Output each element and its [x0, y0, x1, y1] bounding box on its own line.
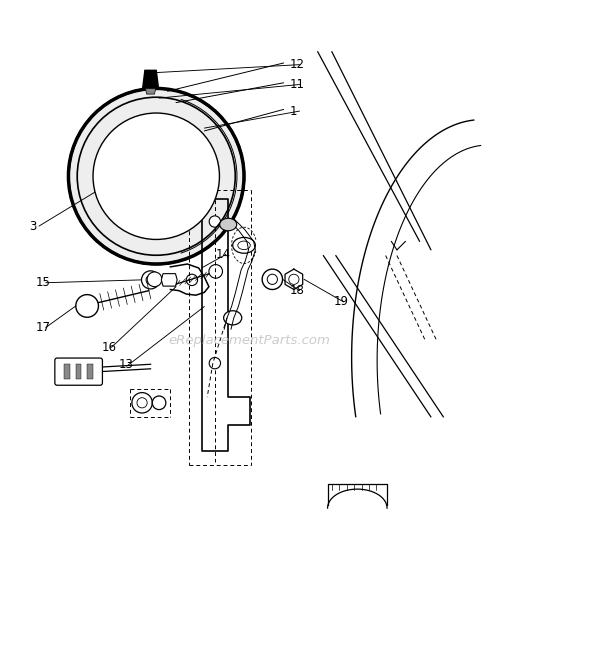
Circle shape — [209, 265, 222, 278]
Text: 3: 3 — [29, 219, 36, 232]
Bar — [76, 364, 81, 379]
Circle shape — [68, 89, 244, 264]
Ellipse shape — [232, 237, 255, 253]
Polygon shape — [161, 274, 177, 286]
Text: 16: 16 — [101, 341, 116, 354]
Text: 17: 17 — [35, 321, 51, 334]
Ellipse shape — [224, 311, 242, 325]
Text: 13: 13 — [118, 358, 133, 371]
FancyBboxPatch shape — [55, 358, 103, 385]
Text: eReplacementParts.com: eReplacementParts.com — [169, 334, 330, 347]
Text: 18: 18 — [289, 284, 304, 297]
Circle shape — [132, 393, 152, 413]
Circle shape — [209, 358, 221, 369]
Text: 15: 15 — [35, 276, 51, 289]
Text: 1: 1 — [289, 105, 297, 118]
Ellipse shape — [163, 96, 194, 256]
Circle shape — [262, 269, 283, 289]
Ellipse shape — [219, 218, 237, 231]
Circle shape — [209, 216, 221, 227]
Circle shape — [93, 113, 219, 239]
Circle shape — [142, 271, 160, 289]
Text: 11: 11 — [289, 78, 304, 91]
Circle shape — [147, 272, 162, 287]
Text: 14: 14 — [216, 248, 231, 261]
Text: 19: 19 — [333, 296, 349, 309]
Circle shape — [186, 274, 198, 285]
Text: 12: 12 — [289, 58, 304, 71]
Circle shape — [152, 396, 166, 410]
Circle shape — [76, 294, 99, 317]
Polygon shape — [143, 71, 159, 89]
Bar — [64, 364, 70, 379]
Polygon shape — [146, 89, 156, 94]
Bar — [87, 364, 93, 379]
